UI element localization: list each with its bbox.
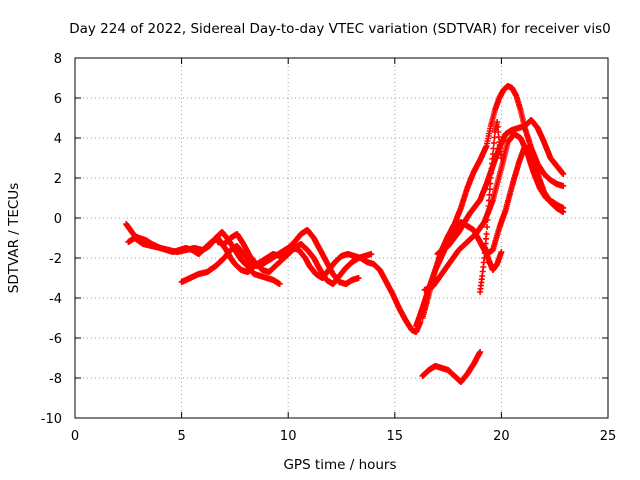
y-tick-label: -10: [41, 412, 62, 427]
data-marker: [481, 243, 505, 273]
data-points: [123, 83, 567, 385]
x-tick-label: 5: [177, 429, 185, 444]
y-tick-label: 8: [54, 52, 62, 67]
y-tick-label: 4: [54, 132, 62, 147]
y-tick-label: -2: [49, 252, 62, 267]
x-tick-label: 0: [71, 429, 79, 444]
x-tick-label: 15: [387, 429, 404, 444]
plot-frame: [74, 57, 609, 419]
chart-title: Day 224 of 2022, Sidereal Day-to-day VTE…: [69, 21, 611, 37]
data-marker: [434, 117, 567, 257]
series-track-6: [419, 83, 567, 321]
y-tick-label: 0: [54, 212, 62, 227]
series-track-8: [434, 117, 567, 257]
x-axis-label: GPS time / hours: [283, 457, 396, 473]
y-tick-labels: -10 -8 -6 -4 -2 0 2 4 6 8: [41, 52, 62, 427]
axis-ticks: [74, 57, 609, 419]
x-tick-labels: 0 5 10 15 20 25: [71, 429, 616, 444]
data-marker: [214, 231, 375, 287]
y-tick-label: 2: [54, 172, 62, 187]
y-tick-label: -6: [49, 332, 62, 347]
series-track-10: [481, 243, 505, 273]
y-axis-label: SDTVAR / TECUs: [6, 183, 22, 293]
x-tick-label: 20: [493, 429, 510, 444]
x-tick-label: 25: [600, 429, 617, 444]
data-marker: [419, 349, 484, 385]
series-track-4: [214, 231, 375, 287]
y-tick-label: 6: [54, 92, 62, 107]
series-track-11: [419, 349, 484, 385]
y-tick-label: -8: [49, 372, 62, 387]
grid: [75, 58, 608, 418]
data-marker: [419, 83, 567, 321]
y-tick-label: -4: [49, 292, 62, 307]
data-marker: [421, 131, 567, 293]
x-tick-label: 10: [280, 429, 297, 444]
series-track-7: [421, 131, 567, 293]
